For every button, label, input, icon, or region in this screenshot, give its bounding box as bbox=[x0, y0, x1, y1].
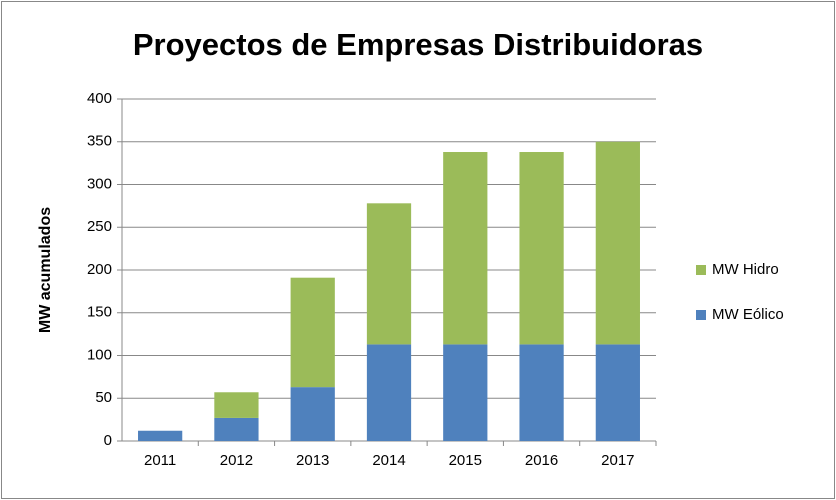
y-tick-label: 0 bbox=[104, 432, 112, 449]
y-axis-label: MW acumulados bbox=[37, 207, 54, 333]
bar bbox=[443, 152, 488, 345]
bar bbox=[214, 392, 259, 418]
x-tick-label: 2012 bbox=[220, 452, 253, 469]
bar bbox=[138, 430, 183, 441]
y-tick-label: 250 bbox=[87, 218, 112, 235]
bar bbox=[595, 141, 640, 345]
y-tick-label: 300 bbox=[87, 175, 112, 192]
y-tick-label: 400 bbox=[87, 90, 112, 107]
legend-swatch bbox=[696, 310, 706, 320]
x-tick-label: 2013 bbox=[296, 452, 329, 469]
x-tick-label: 2017 bbox=[601, 452, 634, 469]
bar bbox=[443, 344, 488, 441]
bar bbox=[214, 417, 259, 441]
x-tick-label: 2016 bbox=[525, 452, 558, 469]
x-tick-label: 2015 bbox=[449, 452, 482, 469]
x-tick-label: 2014 bbox=[372, 452, 405, 469]
bar bbox=[519, 152, 564, 345]
bar bbox=[519, 344, 564, 441]
y-tick-label: 350 bbox=[87, 133, 112, 150]
bar bbox=[366, 344, 412, 441]
legend-label: MW Eólico bbox=[712, 306, 784, 323]
legend-swatch bbox=[696, 265, 706, 275]
bar bbox=[290, 277, 335, 388]
bar bbox=[290, 387, 335, 441]
x-tick-label: 2011 bbox=[144, 452, 176, 469]
y-tick-label: 50 bbox=[95, 389, 112, 406]
y-tick-label: 100 bbox=[87, 346, 112, 363]
bar bbox=[366, 203, 412, 345]
y-tick-label: 200 bbox=[87, 261, 112, 278]
chart-title: Proyectos de Empresas Distribuidoras bbox=[133, 27, 703, 62]
legend-label: MW Hidro bbox=[712, 261, 779, 278]
bar bbox=[595, 344, 640, 441]
y-tick-label: 150 bbox=[87, 304, 112, 321]
